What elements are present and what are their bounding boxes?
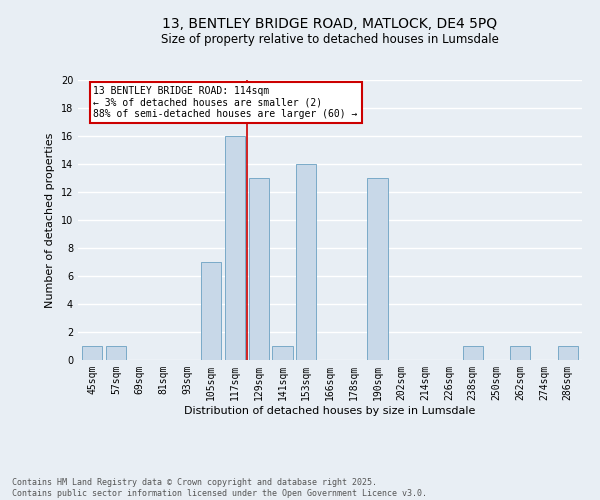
Bar bbox=[463, 346, 483, 360]
Bar bbox=[201, 262, 221, 360]
Bar bbox=[510, 346, 530, 360]
Text: 13 BENTLEY BRIDGE ROAD: 114sqm
← 3% of detached houses are smaller (2)
88% of se: 13 BENTLEY BRIDGE ROAD: 114sqm ← 3% of d… bbox=[94, 86, 358, 119]
Text: Size of property relative to detached houses in Lumsdale: Size of property relative to detached ho… bbox=[161, 32, 499, 46]
Bar bbox=[106, 346, 126, 360]
Bar bbox=[225, 136, 245, 360]
Bar bbox=[272, 346, 293, 360]
Y-axis label: Number of detached properties: Number of detached properties bbox=[45, 132, 55, 308]
Text: 13, BENTLEY BRIDGE ROAD, MATLOCK, DE4 5PQ: 13, BENTLEY BRIDGE ROAD, MATLOCK, DE4 5P… bbox=[163, 18, 497, 32]
Bar bbox=[367, 178, 388, 360]
Bar bbox=[82, 346, 103, 360]
Bar bbox=[557, 346, 578, 360]
Bar bbox=[248, 178, 269, 360]
Bar bbox=[296, 164, 316, 360]
X-axis label: Distribution of detached houses by size in Lumsdale: Distribution of detached houses by size … bbox=[184, 406, 476, 415]
Text: Contains HM Land Registry data © Crown copyright and database right 2025.
Contai: Contains HM Land Registry data © Crown c… bbox=[12, 478, 427, 498]
